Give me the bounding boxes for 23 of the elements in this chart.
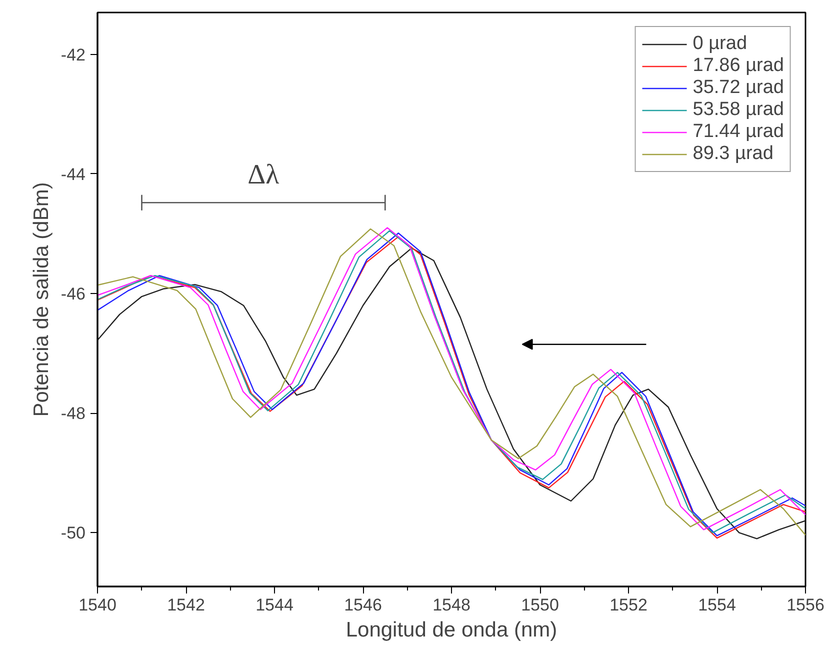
y-tick-label: -46	[60, 284, 86, 304]
x-tick-label: 1548	[432, 596, 470, 614]
x-tick-label: 1540	[78, 596, 116, 614]
x-tick-label: 1546	[344, 596, 382, 614]
x-tick-label: 1542	[167, 596, 205, 614]
y-tick-label: -48	[60, 404, 86, 424]
legend-label: 53.58 µrad	[692, 99, 784, 121]
x-axis-title: Longitud de onda (nm)	[346, 618, 558, 642]
x-tick-label: 1554	[698, 596, 736, 614]
y-tick-label: -50	[60, 524, 86, 543]
y-tick-label: -44	[60, 164, 86, 184]
legend-label: 71.44 µrad	[692, 121, 784, 143]
x-tick-label: 1556	[786, 596, 824, 614]
legend-label: 0 µrad	[692, 33, 748, 55]
legend-label: 35.72 µrad	[692, 77, 784, 99]
legend-label: 89.3 µrad	[692, 143, 774, 165]
y-axis-title: Potencia de salida (dBm)	[30, 182, 53, 417]
x-tick-label: 1544	[256, 596, 294, 614]
x-tick-label: 1552	[610, 596, 648, 614]
legend-label: 17.86 µrad	[692, 55, 784, 77]
y-tick-label: -42	[60, 45, 86, 64]
x-tick-label: 1550	[521, 596, 559, 614]
annotation: Δλ	[248, 160, 280, 191]
